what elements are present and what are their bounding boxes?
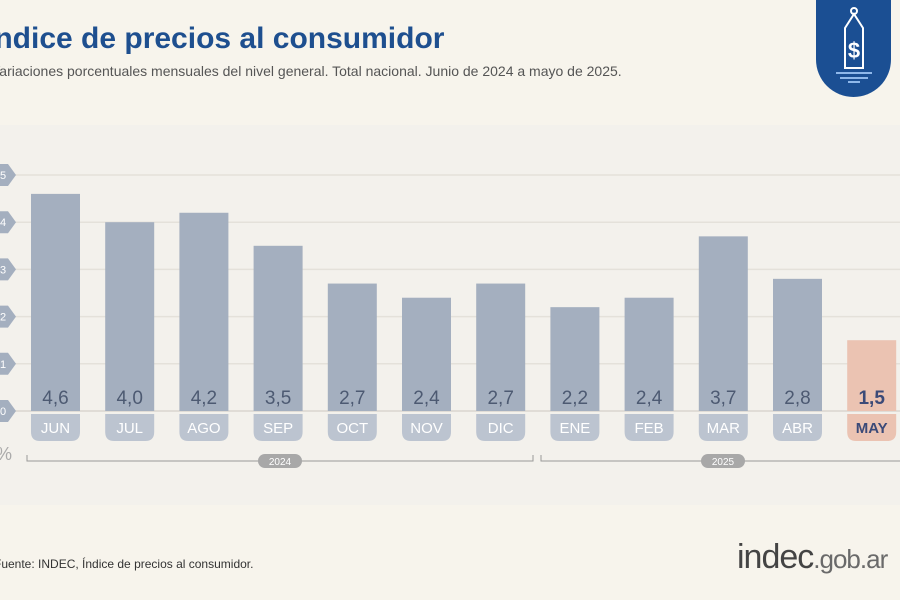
x-tick-pill [105,414,155,441]
y-axis-unit: % [0,444,12,464]
x-tick-pill [847,414,897,441]
x-tick-pill [624,414,674,441]
x-tick-label: AGO [187,420,220,437]
x-tick-label: MAR [707,420,741,437]
x-tick-pill [253,414,303,441]
data-label: 4,0 [116,388,142,409]
x-tick-pill [773,414,822,441]
source-note: Fuente: INDEC, Índice de precios al cons… [0,557,254,571]
bar-oct [327,283,377,411]
bar-abr [773,278,822,411]
data-label: 2,7 [487,388,513,409]
logo-suffix: .gob.ar [813,544,888,574]
x-tick-label: SEP [263,420,293,437]
x-tick-label: ABR [782,420,813,437]
y-tick-label: 5 [0,170,6,182]
bar-nov [402,297,451,411]
year-pill [258,454,302,468]
bar-ago [179,212,229,411]
x-tick-label: JUN [41,420,70,437]
x-tick-pill [327,414,377,441]
x-tick-pill [698,414,748,441]
y-tick-marker [0,164,16,186]
indec-logo: indec.gob.ar [737,538,888,577]
bar-mar [698,236,748,411]
bar-jun [31,193,80,411]
y-tick-label: 1 [0,359,6,371]
data-label: 2,7 [339,388,365,409]
page-subtitle: Variaciones porcentuales mensuales del n… [0,63,622,79]
svg-text:$: $ [848,38,860,63]
bar-ene [550,307,600,411]
year-pill [701,454,745,468]
x-tick-label: OCT [336,420,368,437]
y-tick-marker [0,258,16,281]
y-tick-marker [0,400,16,422]
data-label: 2,4 [413,388,440,409]
y-tick-label: 2 [0,312,6,324]
y-tick-label: 0 [0,406,6,418]
x-tick-pill [179,414,229,441]
bar-sep [253,245,303,411]
x-tick-label: JUL [116,420,143,437]
logo-main: indec [737,538,814,576]
x-tick-pill [402,414,451,441]
x-tick-pill [476,414,526,441]
data-label: 2,2 [562,388,588,409]
price-tag-dollar-icon: $ [816,0,891,97]
data-label: 2,4 [636,388,663,409]
x-tick-label: FEB [635,420,664,437]
x-tick-pill [31,414,80,441]
y-tick-label: 3 [0,264,6,276]
data-label: 3,7 [710,388,736,409]
bar-may [847,340,897,411]
y-tick-label: 4 [0,217,6,229]
bar-dic [476,283,526,411]
year-label: 2025 [712,457,735,468]
x-tick-label: MAY [856,420,888,437]
bar-jul [105,222,155,411]
data-label: 2,8 [784,388,810,409]
x-tick-pill [550,414,600,441]
bar-feb [624,297,674,411]
data-label: 4,6 [42,388,68,409]
x-tick-label: ENE [559,420,590,437]
y-tick-marker [0,352,16,375]
x-tick-label: NOV [410,420,443,437]
year-label: 2024 [269,457,292,468]
data-label: 4,2 [191,388,217,409]
data-label: 1,5 [858,388,885,409]
page-title: Índice de precios al consumidor [0,22,445,55]
y-tick-marker [0,305,16,328]
data-label: 3,5 [265,388,291,409]
y-tick-marker [0,211,16,234]
x-tick-label: DIC [488,420,514,437]
